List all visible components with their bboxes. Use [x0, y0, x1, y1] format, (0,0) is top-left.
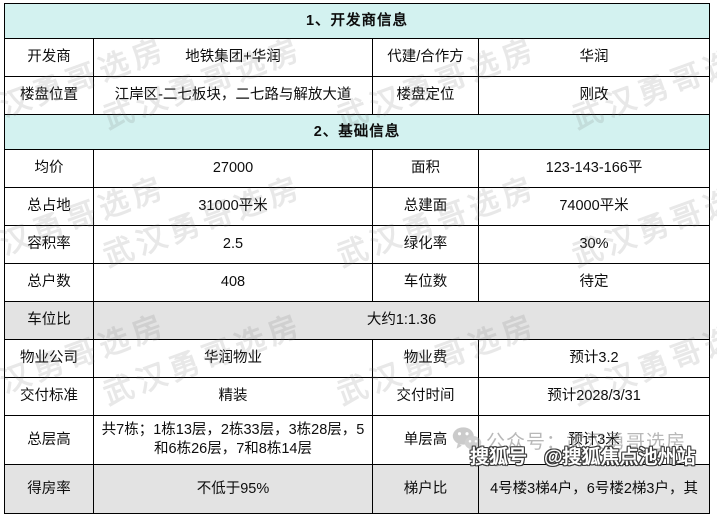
row-value-cell: 华润 [477, 38, 711, 77]
table-row: 总占地 31000平米 总建面 74000平米 [4, 187, 711, 226]
row-label-cell: 面积 [372, 149, 479, 188]
row-label-cell: 楼盘定位 [372, 76, 479, 115]
table-row: 开发商 地铁集团+华润 代建/合作方 华润 [4, 38, 711, 77]
row-label-cell: 总占地 [4, 187, 94, 226]
table-row: 总户数 408 车位数 待定 [4, 263, 711, 302]
section-header-row: 2、基础信息 [3, 114, 711, 150]
row-value-cell: 华润物业 [93, 339, 373, 378]
table-row: 交付标准 精装 交付时间 预计2028/3/31 [4, 377, 711, 416]
row-value-cell: 预计3米 [477, 415, 711, 465]
row-label-cell: 物业费 [372, 339, 479, 378]
row-label-cell: 代建/合作方 [372, 38, 479, 77]
table-row: 得房率 不低于95% 梯户比 4号楼3梯4户，6号楼2梯3户，其 [4, 464, 711, 514]
row-value-cell: 地铁集团+华润 [93, 38, 373, 77]
row-value-cell: 大约1:1.36 [92, 301, 711, 340]
row-value-cell: 4号楼3梯4户，6号楼2梯3户，其 [477, 464, 711, 514]
row-value-cell: 预计3.2 [477, 339, 711, 378]
row-label-cell: 车位数 [372, 263, 479, 302]
row-label-cell: 物业公司 [4, 339, 94, 378]
section-title-basic-info: 2、基础信息 [3, 114, 711, 150]
row-value-cell: 预计2028/3/31 [477, 377, 711, 416]
row-value-cell: 30% [477, 225, 711, 264]
row-value-cell: 408 [93, 263, 373, 302]
row-label-cell: 总层高 [4, 415, 94, 465]
row-label-cell: 梯户比 [372, 464, 479, 514]
row-value-cell: 2.5 [93, 225, 373, 264]
row-value-cell: 31000平米 [93, 187, 373, 226]
section-title-developer-info: 1、开发商信息 [3, 3, 711, 39]
table-row: 车位比 大约1:1.36 [4, 301, 711, 340]
row-label-cell: 总户数 [4, 263, 94, 302]
section-header-row: 1、开发商信息 [3, 3, 711, 39]
row-label-cell: 单层高 [372, 415, 479, 465]
row-label-cell: 车位比 [4, 301, 94, 340]
row-label-cell: 交付时间 [372, 377, 479, 416]
row-value-cell: 27000 [93, 149, 373, 188]
row-label-cell: 均价 [4, 149, 94, 188]
row-value-cell: 待定 [477, 263, 711, 302]
row-value-cell: 123-143-166平 [477, 149, 711, 188]
row-value-cell: 不低于95% [93, 464, 373, 514]
row-value-cell: 刚改 [477, 76, 711, 115]
table-row: 楼盘位置 江岸区-二七板块，二七路与解放大道 楼盘定位 刚改 [4, 76, 711, 115]
property-spec-sheet: 1、开发商信息 开发商 地铁集团+华润 代建/合作方 华润 楼盘位置 江岸区-二七板块，二七… [3, 3, 711, 514]
spec-table-body: 1、开发商信息 开发商 地铁集团+华润 代建/合作方 华润 楼盘位置 江岸区-二七板块，二七… [3, 3, 711, 514]
row-label-cell: 总建面 [372, 187, 479, 226]
row-value-cell: 江岸区-二七板块，二七路与解放大道 [93, 76, 373, 115]
row-label-cell: 容积率 [4, 225, 94, 264]
row-value-cell: 精装 [93, 377, 373, 416]
row-label-cell: 交付标准 [4, 377, 94, 416]
row-label-cell: 绿化率 [372, 225, 479, 264]
row-value-cell: 共7栋；1栋13层，2栋33层，3栋28层，5和6栋26层，7和8栋14层 [93, 415, 373, 465]
row-label-cell: 开发商 [4, 38, 94, 77]
table-row: 总层高 共7栋；1栋13层，2栋33层，3栋28层，5和6栋26层，7和8栋14层… [4, 415, 711, 465]
table-row: 物业公司 华润物业 物业费 预计3.2 [4, 339, 711, 378]
row-label-cell: 楼盘位置 [4, 76, 94, 115]
table-row: 均价 27000 面积 123-143-166平 [4, 149, 711, 188]
row-label-cell: 得房率 [4, 464, 94, 514]
row-value-cell: 74000平米 [477, 187, 711, 226]
table-row: 容积率 2.5 绿化率 30% [4, 225, 711, 264]
spec-table: 1、开发商信息 开发商 地铁集团+华润 代建/合作方 华润 楼盘位置 江岸区-二七板块，二七… [3, 3, 711, 514]
